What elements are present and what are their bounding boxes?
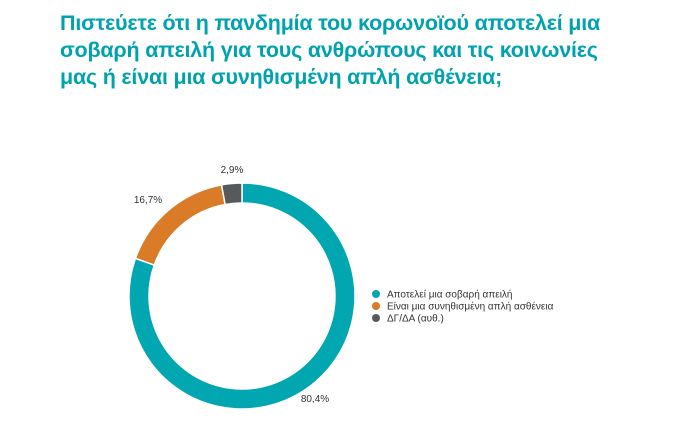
data-label: 80,4% [301,394,329,405]
legend-marker [372,302,380,310]
legend-entry: ΔΓ/ΔΑ (αυθ.) [387,314,444,325]
legend-marker [372,290,380,298]
data-label: 2,9% [221,165,244,176]
data-label: 16,7% [134,195,162,206]
legend-entry: Αποτελεί μια σοβαρή απειλή [387,289,512,301]
legend-marker [372,314,380,322]
legend-entry: Είναι μια συνηθισμένη απλή ασθένεια [387,301,554,313]
donut-slice [128,182,356,410]
chart-title: Πιστεύετε ότι η πανδημία του κορωνοϊού α… [60,11,601,89]
donut-slice [220,182,243,206]
